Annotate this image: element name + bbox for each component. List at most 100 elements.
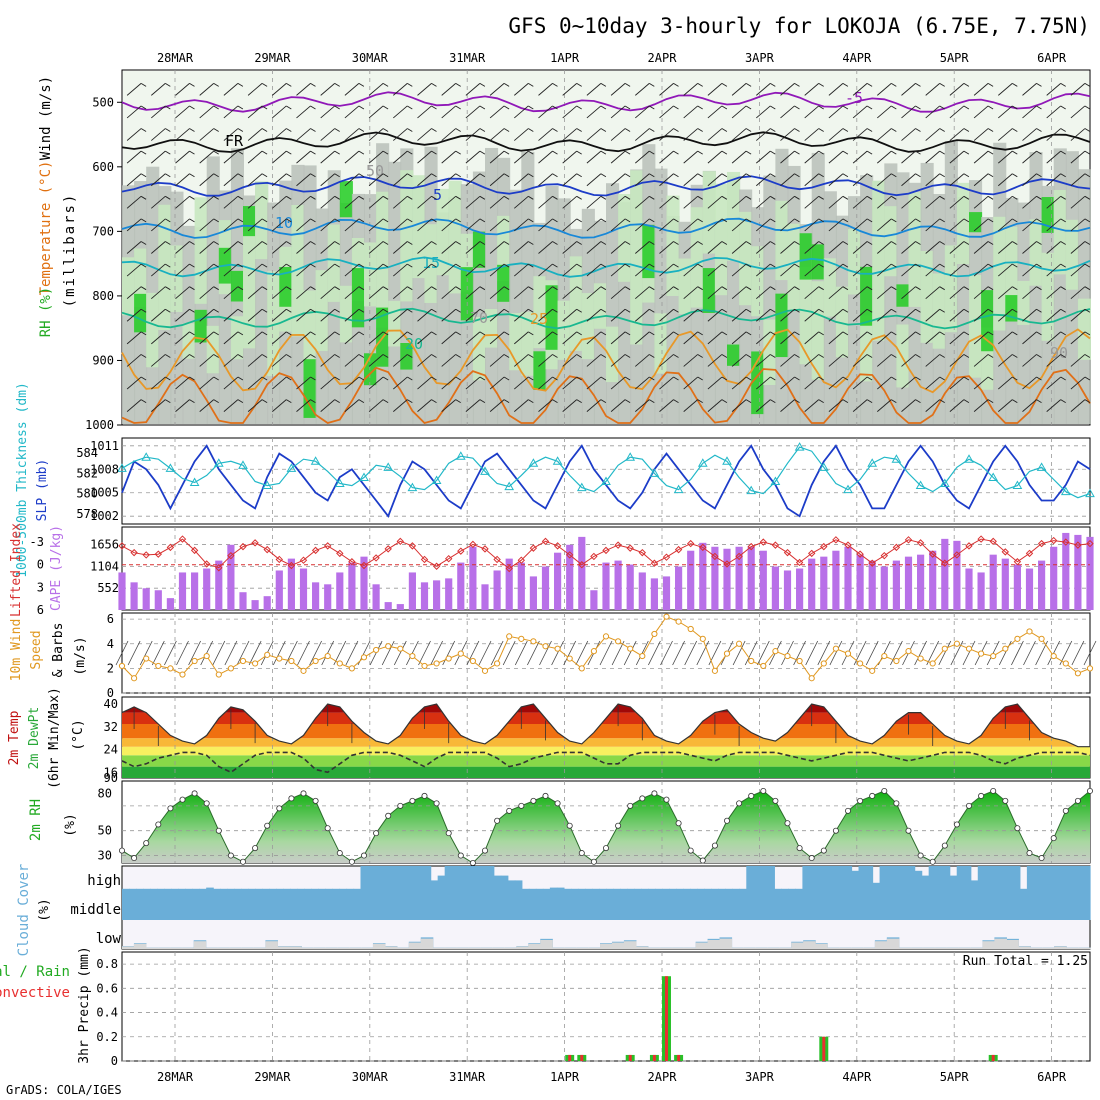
- wind-barb: [949, 286, 965, 300]
- wind-barb: [479, 82, 486, 87]
- wind-barb: [393, 173, 408, 187]
- wind-barb: [925, 263, 940, 277]
- rh-point: [1050, 835, 1057, 842]
- cloud-cell-low-gray: [193, 941, 207, 949]
- wind-speed-point: [675, 618, 682, 625]
- cloud-cell-high: [248, 888, 256, 890]
- wind-barb: [310, 399, 316, 404]
- rh-band-light: [835, 286, 849, 358]
- wind-barb: [407, 128, 413, 132]
- wind-barb: [479, 195, 486, 200]
- wind-barb: [286, 218, 292, 223]
- wind-barb: [987, 331, 994, 336]
- wind-barb: [576, 399, 582, 404]
- precip-panel-frame: [121, 951, 1091, 1062]
- wind-barb: [915, 105, 921, 110]
- cape-bar: [941, 538, 949, 610]
- wind-barb: [1022, 286, 1037, 300]
- cloud-cell-high: [409, 866, 418, 890]
- wind-barb: [175, 150, 190, 164]
- y-axis-label-units: (m/s): [73, 636, 88, 675]
- wind-barb: [126, 195, 142, 209]
- cloud-cell-high: [872, 882, 881, 890]
- wind-barb: [247, 376, 263, 390]
- wind-barb: [1060, 399, 1066, 404]
- wind-barb: [552, 354, 558, 358]
- wind-barb: [1022, 263, 1037, 277]
- surface-wind-barb: [1011, 640, 1024, 666]
- wind-barb: [683, 173, 698, 187]
- wind-barb: [852, 354, 868, 367]
- wind-barb: [659, 263, 674, 277]
- wind-barb: [1022, 241, 1037, 254]
- run-total-annotation: Run Total = 1.25: [963, 954, 1088, 969]
- rh-band-light: [557, 300, 571, 360]
- y-axis-label: 2m Temp: [7, 710, 22, 765]
- wind-barb: [852, 331, 868, 345]
- cloud-cell-low-gray: [205, 947, 219, 949]
- wind-barb: [987, 354, 994, 358]
- cape-bar: [360, 556, 368, 610]
- surface-wind-barb: [805, 640, 819, 666]
- cloud-cell-middle: [265, 890, 278, 920]
- lifted-index-point: [928, 550, 937, 558]
- wind-barb: [528, 150, 534, 155]
- wind-barb: [635, 173, 650, 187]
- wind-barb: [538, 105, 553, 119]
- wind-barb: [891, 128, 897, 132]
- contour-label: 90: [1050, 344, 1068, 362]
- wind-barb: [697, 399, 703, 404]
- wind-barb: [1046, 150, 1061, 164]
- y-axis-label: & Barbs: [51, 623, 66, 678]
- cloud-cell-low-gray: [671, 947, 685, 949]
- wind-barb: [963, 308, 970, 313]
- wind-barb: [1084, 195, 1091, 200]
- wind-barb: [358, 399, 365, 404]
- date-tick-label: 30MAR: [352, 51, 389, 65]
- rh-band-light: [775, 200, 789, 281]
- wind-barb: [552, 263, 558, 268]
- lifted-index-point: [287, 561, 296, 570]
- cloud-cell-low-gray: [504, 947, 517, 949]
- cloud-cell-low-gray: [181, 947, 195, 949]
- wind-barb: [431, 82, 437, 87]
- wind-barb: [1060, 241, 1066, 245]
- wind-barb: [939, 399, 945, 404]
- wind-barb: [368, 195, 384, 209]
- wind-barb: [538, 150, 553, 164]
- wind-barb: [877, 241, 892, 254]
- rh-band-green: [727, 344, 741, 366]
- wind-speed-point: [300, 667, 307, 674]
- precip-convective-bar: [652, 1054, 656, 1061]
- thickness-point: [1060, 486, 1071, 496]
- cape-bar: [1025, 568, 1034, 610]
- y-tick-label-left: 582: [76, 466, 98, 480]
- wind-barb: [731, 83, 747, 96]
- wind-barb: [866, 399, 873, 404]
- wind-barb: [697, 173, 703, 178]
- cloud-cell-high: [753, 866, 761, 890]
- rh-point: [373, 830, 380, 837]
- wind-barb: [973, 376, 989, 390]
- cape-bar: [384, 602, 392, 610]
- lifted-index-point: [953, 551, 961, 559]
- cloud-cell-low-gray: [588, 947, 601, 949]
- wind-barb: [756, 241, 771, 254]
- cloud-cell-high: [430, 880, 439, 890]
- thickness-point: [1036, 462, 1047, 471]
- rh-point: [651, 790, 658, 797]
- wind-barb: [441, 150, 456, 164]
- thickness-point: [843, 484, 853, 494]
- wind-barb: [770, 376, 776, 381]
- wind-barb: [659, 331, 674, 345]
- wind-barb: [382, 173, 389, 178]
- wind-barb: [489, 218, 505, 232]
- cloud-cell-middle: [420, 890, 434, 920]
- y-tick-label: 50: [98, 824, 112, 838]
- thickness-point: [286, 463, 297, 472]
- wind-barb: [925, 376, 940, 390]
- wind-barb: [479, 399, 486, 404]
- wind-barb: [528, 331, 534, 336]
- cloud-cell-low-gray: [301, 947, 314, 949]
- credit-label: GrADS: COLA/IGES: [6, 1083, 122, 1097]
